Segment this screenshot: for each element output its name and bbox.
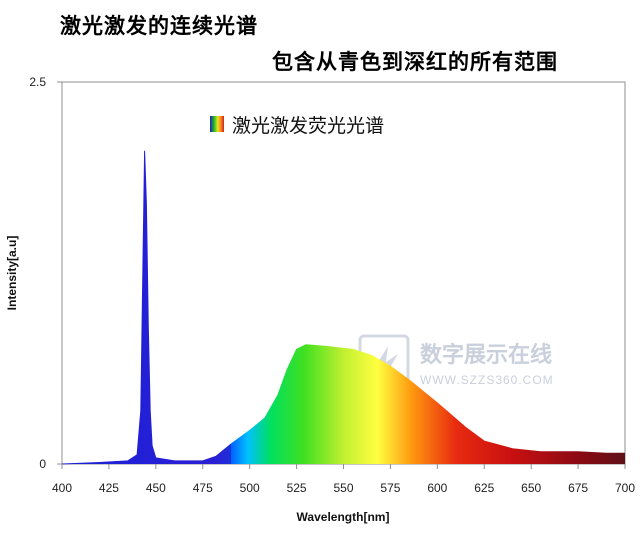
x-tick-label: 700 bbox=[615, 481, 635, 495]
x-axis-ticks: 400 425 450 475 500 525 550 575 600 625 650 675 700 bbox=[52, 464, 635, 495]
x-tick-label: 450 bbox=[146, 481, 166, 495]
headline-line-1: 激光激发的连续光谱 bbox=[60, 14, 258, 38]
x-tick-label: 575 bbox=[380, 481, 400, 495]
y-tick-label: 0 bbox=[39, 457, 46, 471]
spectrum-area bbox=[62, 150, 625, 465]
x-tick-label: 525 bbox=[287, 481, 307, 495]
x-tick-label: 425 bbox=[99, 481, 119, 495]
y-axis-ticks: 02.5 bbox=[29, 75, 62, 471]
watermark: 数字展示在线 WWW.SZZS360.COM bbox=[358, 334, 554, 387]
x-tick-label: 675 bbox=[568, 481, 588, 495]
y-tick-label: 2.5 bbox=[29, 75, 46, 89]
x-tick-label: 600 bbox=[427, 481, 447, 495]
watermark-url: WWW.SZZS360.COM bbox=[420, 373, 554, 387]
x-tick-label: 475 bbox=[193, 481, 213, 495]
watermark-text: 数字展示在线 bbox=[420, 342, 552, 368]
x-axis-label: Wavelength[nm] bbox=[297, 510, 390, 524]
legend: 激光激发荧光光谱 bbox=[210, 115, 384, 137]
spectrum-line bbox=[61, 150, 625, 465]
x-tick-label: 650 bbox=[521, 481, 541, 495]
legend-swatch bbox=[210, 116, 224, 132]
headline-line-2: 包含从青色到深红的所有范围 bbox=[272, 50, 558, 74]
legend-label: 激光激发荧光光谱 bbox=[232, 115, 384, 137]
y-axis-label: Intensity[a.u] bbox=[5, 236, 19, 311]
x-tick-label: 550 bbox=[333, 481, 353, 495]
x-tick-label: 625 bbox=[474, 481, 494, 495]
x-tick-label: 500 bbox=[240, 481, 260, 495]
x-tick-label: 400 bbox=[52, 481, 72, 495]
